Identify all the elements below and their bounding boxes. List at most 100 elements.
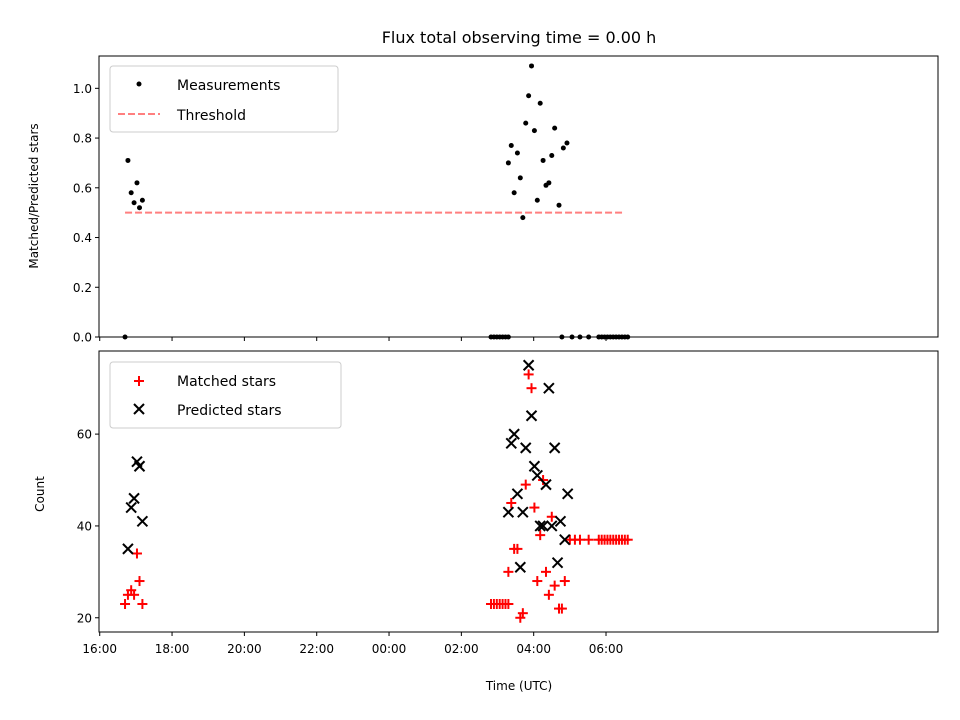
measurement-point: [556, 202, 562, 208]
matched-star-point: [129, 589, 140, 600]
cross-b: [128, 492, 140, 505]
matched-star-point: [583, 534, 594, 545]
cross-b: [548, 442, 561, 454]
cross-b: [122, 543, 134, 555]
cross-b: [551, 556, 564, 569]
predicted-star-point: [508, 428, 520, 440]
predicted-star-point: [531, 469, 544, 482]
measurement-point: [529, 63, 535, 69]
bottom-axis-ticks: 20 40 60 16:00 18:00 20:00 22:00 00:00 02:00 04:0…: [77, 428, 624, 656]
predicted-star-point: [546, 520, 558, 532]
cross-b: [522, 359, 535, 371]
matched-star-point: [520, 479, 531, 490]
matched-star-point: [506, 497, 517, 508]
predicted-star-point: [548, 442, 561, 454]
top-ytick-label: 0.0: [73, 331, 92, 345]
cross-b: [561, 488, 574, 500]
bottom-plot-frame: [98, 350, 939, 633]
cross-b: [525, 410, 538, 422]
matched-star-point: [543, 589, 554, 600]
measurement-point: [564, 140, 570, 146]
xtick-label: 16:00: [82, 642, 117, 656]
cross-b: [540, 478, 552, 491]
matched-star-point: [556, 603, 567, 614]
matched-star-point: [540, 566, 551, 577]
cross-b: [528, 460, 541, 472]
cross-b: [520, 442, 532, 454]
matched-star-point: [574, 534, 585, 545]
top-legend-box: [109, 65, 339, 133]
matched-star-point: [503, 598, 514, 609]
xtick-label: 04:00: [516, 642, 551, 656]
legend-predicted-marker: [133, 403, 145, 415]
legend-predicted-label: Predicted stars: [177, 403, 282, 419]
cross-b: [543, 382, 555, 394]
measurement-point: [131, 200, 137, 206]
bottom-panel: 20 40 60 16:00 18:00 20:00 22:00 00:00 02:00 04:0…: [33, 350, 939, 693]
xtick-label: 02:00: [444, 642, 479, 656]
top-ytick-label: 1.0: [73, 82, 92, 96]
predicted-star-point: [505, 437, 517, 449]
measurement-point: [505, 160, 511, 166]
measurement-point: [523, 120, 529, 126]
legend-matched-marker: [134, 376, 144, 386]
measurement-point: [514, 150, 520, 156]
measurement-point: [125, 157, 131, 163]
top-ytick-label: 0.6: [73, 181, 92, 195]
bottom-ytick-label: 20: [77, 611, 92, 625]
matched-star-point: [535, 530, 546, 541]
xtick-label: 06:00: [589, 642, 624, 656]
measurement-point: [531, 128, 537, 134]
measurement-point: [560, 145, 566, 151]
x-axis-label: Time (UTC): [485, 679, 552, 693]
cross-b: [511, 488, 524, 500]
measurement-point: [552, 125, 558, 131]
predicted-star-point: [561, 488, 574, 500]
matched-star-point: [532, 576, 543, 587]
bottom-y-axis-label: Count: [33, 476, 47, 512]
measurement-point: [526, 93, 532, 99]
xtick-label: 22:00: [299, 642, 334, 656]
cross-b: [514, 561, 527, 573]
top-ytick-label: 0.8: [73, 132, 92, 146]
cross-b: [534, 520, 546, 532]
predicted-star-point: [559, 534, 571, 546]
cross-b: [505, 437, 517, 449]
measurement-point: [537, 100, 543, 106]
cross-b: [136, 515, 149, 528]
measurement-point: [549, 152, 555, 158]
matched-star-point: [559, 576, 570, 587]
measurement-point: [139, 197, 145, 203]
measurement-point: [540, 157, 546, 163]
matched-star-point: [137, 598, 148, 609]
cross-b: [531, 469, 544, 482]
legend-matched-label: Matched stars: [177, 374, 276, 390]
matched-star-point: [120, 598, 131, 609]
top-axis-ticks: 0.0 0.2 0.4 0.6 0.8 1.0: [73, 82, 607, 345]
measurement-point: [546, 180, 552, 186]
legend-measurements-marker: [136, 81, 142, 87]
measurement-point: [137, 205, 143, 211]
matched-star-point: [134, 576, 145, 587]
top-ytick-label: 0.4: [73, 231, 92, 245]
bottom-data-marks: [120, 359, 633, 623]
xtick-label: 00:00: [372, 642, 407, 656]
predicted-star-point: [133, 460, 146, 472]
matched-star-point: [538, 475, 549, 486]
predicted-star-point: [128, 492, 140, 505]
cross-b: [554, 515, 567, 528]
matched-star-point: [529, 502, 540, 513]
cross-b: [559, 534, 571, 546]
cross-b: [546, 520, 558, 532]
top-ytick-label: 0.2: [73, 281, 92, 295]
cross-b: [133, 460, 146, 472]
matched-star-point: [131, 548, 142, 559]
bottom-legend-box: [109, 361, 342, 429]
measurement-point: [517, 175, 523, 181]
top-legend: Measurements Threshold: [109, 65, 339, 133]
predicted-star-point: [534, 520, 546, 532]
legend-measurements-label: Measurements: [177, 78, 280, 94]
predicted-star-point: [554, 515, 567, 528]
predicted-star-point: [125, 501, 137, 514]
chart-title: Flux total observing time = 0.00 h: [382, 28, 657, 47]
